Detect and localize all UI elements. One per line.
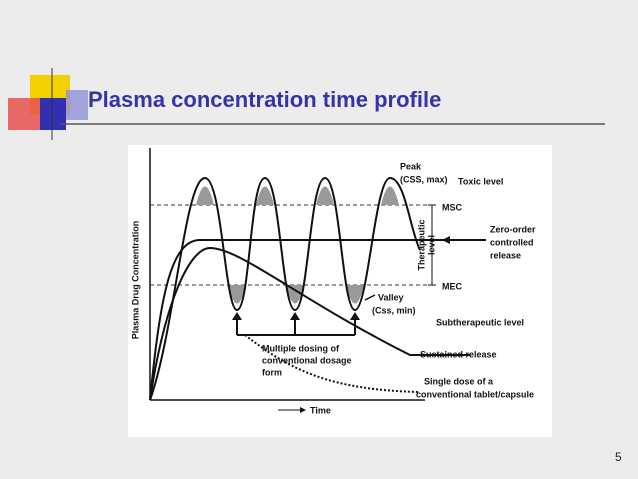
therapeutic-label: level — [426, 235, 436, 255]
decor-square — [66, 90, 88, 120]
multiple-dosing-label: form — [262, 367, 282, 377]
sustained-release-curve — [149, 246, 470, 401]
zero-order-curve — [149, 239, 470, 401]
slide-title: Plasma concentration time profile — [88, 87, 441, 112]
single-dose-curve — [244, 334, 421, 393]
peak-label: (CSS, max) — [400, 174, 448, 184]
arrow-head — [300, 407, 306, 413]
multiple-dosing-curve — [149, 176, 421, 401]
toxic-level-label: Toxic level — [458, 176, 503, 186]
multiple-dosing-label: Multiple dosing of — [262, 343, 340, 353]
single-dose-label: Single dose of a — [424, 376, 494, 386]
valley-arrows — [236, 316, 356, 336]
x-axis-label: Time — [310, 405, 331, 415]
valley-pointer — [364, 294, 376, 301]
figure-background — [128, 145, 552, 437]
multiple-dosing-label: conventional dosage — [262, 355, 352, 365]
therapeutic-label: Therapeutic — [416, 219, 426, 270]
zero-order-label: release — [490, 250, 521, 260]
mec-label: MEC — [442, 281, 463, 291]
subtherapeutic-label: Subtherapeutic level — [436, 317, 524, 327]
zero-order-label: controlled — [490, 237, 534, 247]
y-axis-label: Plasma Drug Concentration — [130, 221, 140, 340]
sustained-release-label: Sustained release — [420, 349, 497, 359]
zero-order-label: Zero-order — [490, 224, 536, 234]
valley-label: (Css, min) — [372, 305, 416, 315]
arrow-head — [442, 236, 450, 244]
msc-label: MSC — [442, 202, 463, 212]
page-number: 5 — [615, 450, 622, 464]
decor-square — [40, 98, 66, 130]
therapeutic-bracket — [428, 204, 436, 286]
figure: Plasma Drug Concentration Time Peak (CSS… — [128, 145, 552, 437]
single-dose-label: conventional tablet/capsule — [416, 389, 534, 399]
subtherapeutic-area — [228, 285, 364, 304]
arrow-heads — [232, 312, 360, 320]
peak-label: Peak — [400, 161, 422, 171]
valley-label: Valley — [378, 292, 404, 302]
